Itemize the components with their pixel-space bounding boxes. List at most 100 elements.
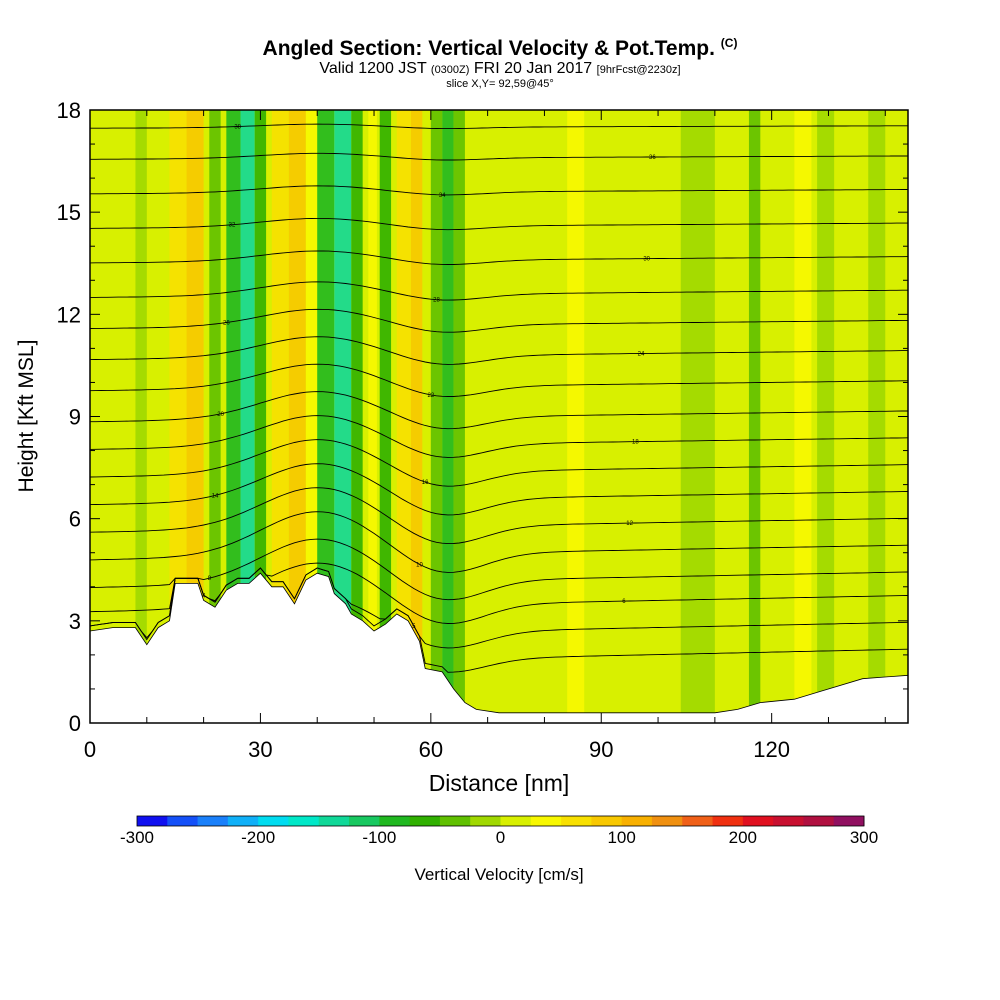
- x-tick-label-90: 90: [589, 737, 613, 762]
- velocity-band-15: [379, 110, 392, 723]
- colorbar-tick-0: 0: [496, 828, 505, 847]
- chart-subtitle: Valid 1200 JST (0300Z) FRI 20 Jan 2017 […: [0, 60, 1000, 78]
- velocity-band-7: [254, 110, 267, 723]
- theta-label-32: 32: [229, 223, 236, 229]
- velocity-band-8: [271, 110, 289, 723]
- colorbar-swatch-19: [712, 816, 744, 826]
- x-tick-label-120: 120: [753, 737, 790, 762]
- terrain-fill: [90, 572, 908, 723]
- velocity-band-22: [567, 110, 585, 723]
- colorbar-tick-300: 300: [850, 828, 878, 847]
- colorbar-swatch-8: [379, 816, 411, 826]
- theta-contour-16: [90, 439, 908, 487]
- colorbar-label: Vertical Velocity [cm/s]: [414, 865, 583, 884]
- chart-title-text: Angled Section: Vertical Velocity & Pot.…: [262, 37, 715, 60]
- valid-utc: (0300Z): [430, 64, 470, 76]
- theta-label-38: 38: [234, 125, 241, 131]
- theta-contour-6: [90, 562, 908, 624]
- velocity-band-28: [817, 110, 835, 723]
- velocity-band-5: [226, 110, 241, 723]
- colorbar-swatch-9: [409, 816, 441, 826]
- forecast-info: [9hrFcst@2230z]: [596, 64, 681, 76]
- colorbar-swatch-18: [682, 816, 714, 826]
- x-tick-label-60: 60: [419, 737, 443, 762]
- velocity-band-0: [112, 110, 130, 723]
- colorbar-swatch-7: [349, 816, 380, 826]
- y-tick-label-15: 15: [57, 200, 81, 225]
- theta-contour-30: [90, 250, 908, 265]
- y-tick-label-0: 0: [69, 711, 81, 736]
- colorbar-tick-200: 200: [729, 828, 757, 847]
- valid-date: FRI 20 Jan 2017: [473, 60, 593, 77]
- chart-title-units: (C): [720, 36, 738, 50]
- y-axis-label: Height [Kft MSL]: [15, 340, 38, 493]
- colorbar-swatch-0: [137, 816, 168, 826]
- theta-label-26: 26: [223, 321, 230, 327]
- velocity-band-10: [305, 110, 318, 723]
- theta-contour-8: [90, 538, 908, 601]
- theta-label-4: 4: [202, 593, 206, 599]
- colorbar-swatch-14: [561, 816, 592, 826]
- theta-contour-32: [90, 217, 908, 231]
- colorbar: -300 -200 -100 0 100 200 300: [120, 815, 878, 847]
- velocity-band-13: [351, 110, 363, 723]
- valid-time: Valid 1200 JST: [319, 60, 427, 77]
- y-tick-label-3: 3: [69, 609, 81, 634]
- terrain: [90, 572, 908, 723]
- colorbar-swatch-16: [621, 816, 653, 826]
- velocity-band-1: [135, 110, 147, 723]
- colorbar-swatch-5: [288, 816, 320, 826]
- velocity-band-23: [601, 110, 647, 723]
- colorbar-swatch-10: [439, 816, 471, 826]
- theta-contour-22: [90, 363, 908, 397]
- y-tick-label-18: 18: [57, 98, 81, 123]
- colorbar-swatch-21: [773, 816, 804, 826]
- velocity-band-26: [748, 110, 761, 723]
- theta-label-30: 30: [643, 257, 650, 263]
- y-tick-label-6: 6: [69, 507, 81, 532]
- colorbar-swatch-17: [651, 816, 683, 826]
- velocity-band-6: [240, 110, 255, 723]
- colorbar-tick--300: -300: [120, 828, 154, 847]
- colorbar-frame: [136, 815, 865, 827]
- y-tick-label-9: 9: [69, 405, 81, 430]
- colorbar-tick--200: -200: [241, 828, 275, 847]
- y-tick-label-12: 12: [57, 302, 81, 327]
- velocity-band-25: [680, 110, 715, 723]
- theta-contour-10: [90, 511, 908, 573]
- colorbar-swatch-1: [167, 816, 199, 826]
- velocity-band-9: [288, 110, 306, 723]
- velocity-band-18: [430, 110, 443, 723]
- theta-contour-24: [90, 336, 908, 365]
- theta-contour-28: [90, 281, 908, 301]
- velocity-band-3: [186, 110, 204, 723]
- slice-info: slice X,Y= 92,59@45°: [446, 78, 554, 90]
- velocity-band-16: [396, 110, 411, 723]
- theta-contours: 4 5 6 8 10 12 14 16 18 20 22 24 26 28 30 32 34 36 38: [90, 123, 908, 673]
- velocity-band-21: [487, 110, 534, 723]
- colorbar-tick--100: -100: [362, 828, 396, 847]
- velocity-band-4: [209, 110, 221, 723]
- velocity-band-29: [868, 110, 886, 723]
- velocity-band-19: [442, 110, 454, 723]
- theta-label-10: 10: [416, 562, 423, 568]
- x-tick-label-0: 0: [84, 737, 96, 762]
- chart-title: Angled Section: Vertical Velocity & Pot.…: [0, 36, 1000, 61]
- velocity-band-14: [368, 110, 377, 723]
- theta-label-6: 6: [622, 599, 626, 605]
- theta-label-18: 18: [632, 440, 639, 446]
- velocity-band-20: [453, 110, 465, 723]
- theta-label-20: 20: [217, 412, 224, 418]
- velocity-band-17: [410, 110, 423, 723]
- theta-contour-14: [90, 463, 908, 516]
- theta-contour-20: [90, 391, 908, 430]
- theta-label-34: 34: [439, 193, 446, 199]
- theta-contour-18: [90, 415, 908, 458]
- theta-label-5: 5: [412, 624, 416, 630]
- velocity-band-2: [169, 110, 187, 723]
- theta-label-24: 24: [638, 352, 645, 358]
- x-tick-label-30: 30: [248, 737, 272, 762]
- colorbar-swatch-11: [470, 816, 501, 826]
- theta-label-12: 12: [626, 521, 633, 527]
- theta-label-22: 22: [427, 393, 434, 399]
